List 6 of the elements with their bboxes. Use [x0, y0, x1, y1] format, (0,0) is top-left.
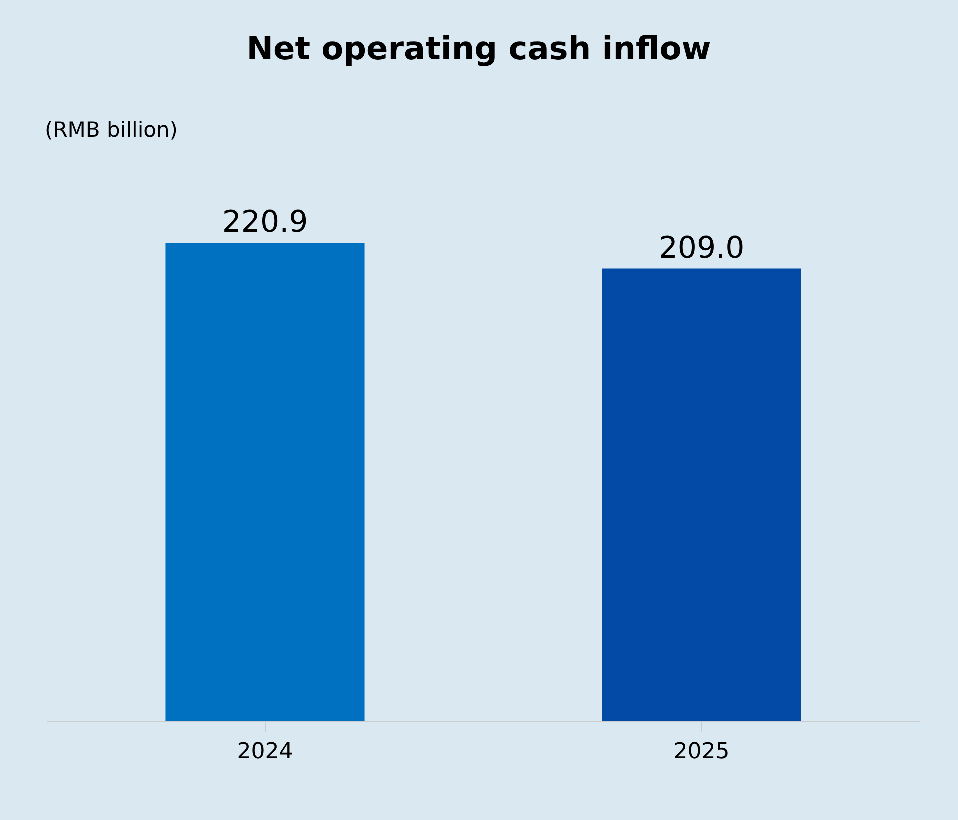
x-tick-label: 2024	[237, 739, 294, 764]
data-label: 220.9	[222, 205, 308, 240]
data-label: 209.0	[658, 230, 745, 266]
chart-title: Net operating cash inflow	[246, 29, 712, 68]
y-axis-title: (RMB billion)	[45, 118, 178, 142]
x-tick-label: 2025	[674, 739, 730, 764]
